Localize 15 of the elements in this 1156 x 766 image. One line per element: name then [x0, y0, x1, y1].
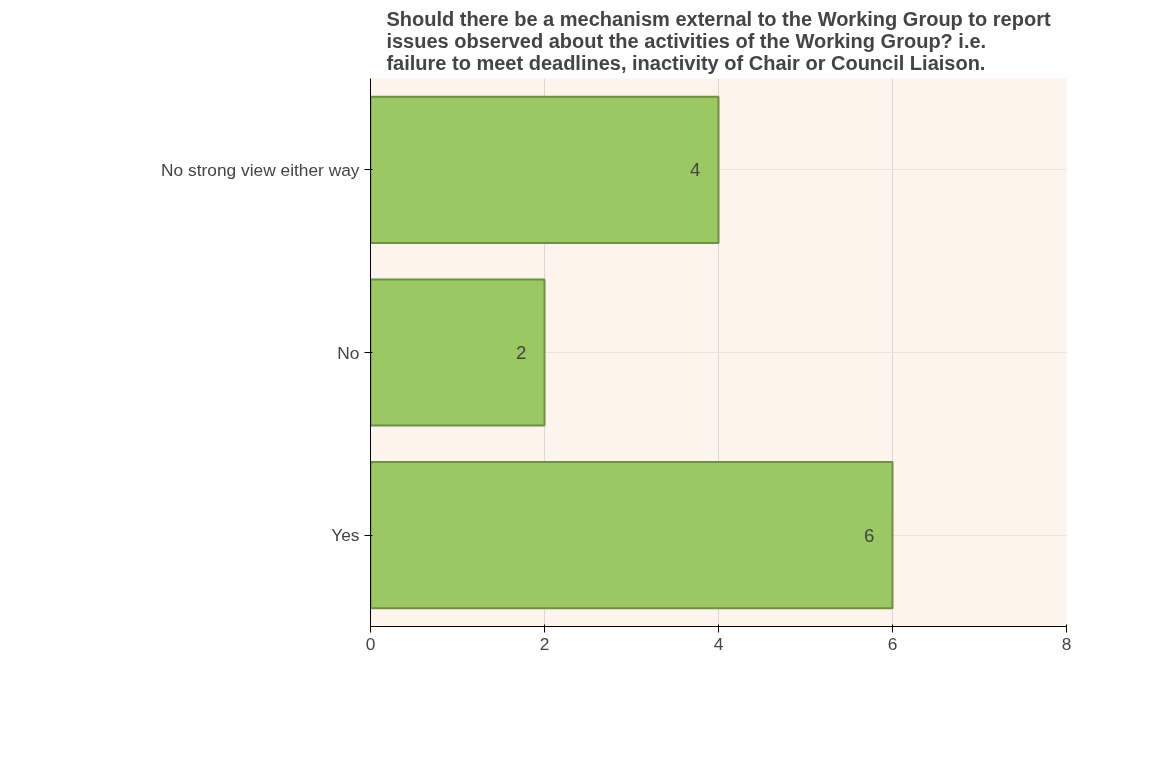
y-tick-label: No strong view either way: [161, 159, 360, 180]
data-label: 2: [516, 342, 527, 363]
x-tick-label: 8: [1061, 633, 1072, 654]
x-tick-label: 0: [365, 633, 376, 654]
bar: [370, 278, 546, 427]
bar: [370, 461, 894, 610]
bar: [370, 95, 720, 244]
data-label: 6: [864, 524, 875, 546]
y-tick-label: Yes: [331, 525, 360, 546]
chart-title: Should there be a mechanism external to the Working Group to report issues observed about the activities of the Working Group? i.e. failure to meet deadlines, inactivity of Chair or Council Liaison.: [386, 7, 1051, 74]
data-label: 4: [690, 159, 701, 181]
y-tick-label: No: [337, 342, 360, 363]
x-tick-label: 4: [713, 633, 724, 654]
x-tick-label: 6: [887, 633, 898, 654]
x-tick-label: 2: [539, 633, 550, 654]
